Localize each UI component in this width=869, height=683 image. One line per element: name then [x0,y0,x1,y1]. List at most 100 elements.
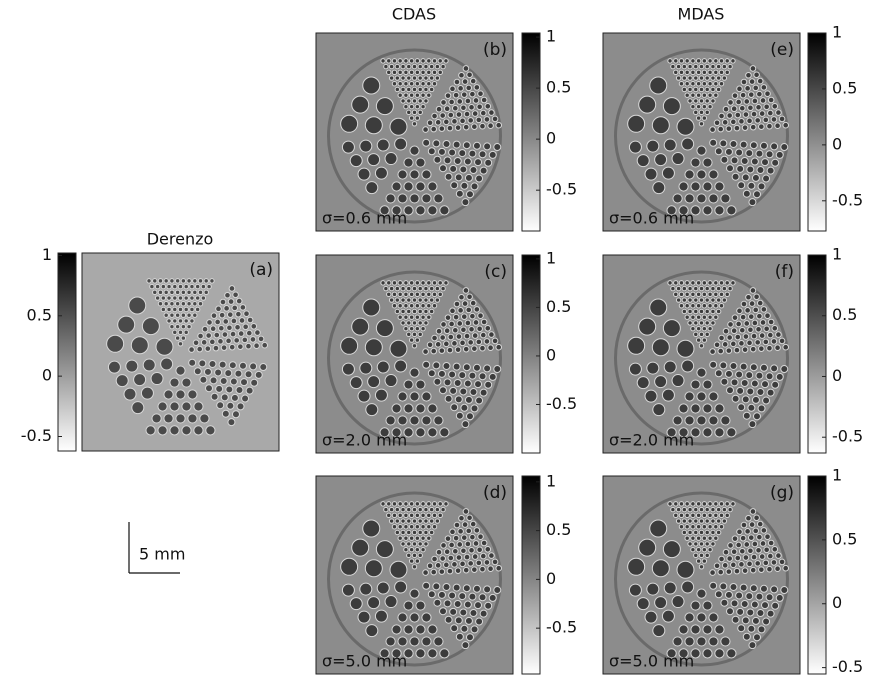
phantom-rod [685,637,694,646]
phantom-rod [444,549,450,555]
phantom-rod [481,332,487,338]
phantom-rod [705,507,709,511]
colorbar-tick-label: 0.5 [546,297,571,316]
phantom-rod [694,507,698,511]
phantom-rod [392,525,396,529]
phantom-rod [341,558,358,575]
phantom-rod [182,378,191,387]
phantom-rod [440,608,447,615]
phantom-rod [731,281,735,285]
phantom-rod [749,421,756,428]
phantom-rod [395,64,399,68]
phantom-rod [409,304,413,308]
phantom-rod [427,82,431,86]
phantom-rod [404,326,408,330]
phantom-rod [682,581,694,593]
phantom-rod [760,142,767,149]
phantom-rod [429,64,433,68]
phantom-rod [229,362,236,369]
phantom-rod [714,93,718,97]
phantom-rod [737,308,743,314]
phantom-rod [639,318,656,335]
phantom-rod [433,362,440,369]
sigma-label: σ=5.0 mm [609,652,694,671]
phantom-rod [474,307,480,313]
phantom-rod [407,321,411,325]
phantom-rod [206,385,213,392]
phantom-rod [714,292,718,296]
phantom-rod [691,525,695,529]
phantom-rod [387,281,391,285]
phantom-rod [710,570,716,576]
phantom-rod [427,513,431,517]
phantom-rod [395,286,399,290]
phantom-rod [691,70,695,74]
phantom-rod [492,338,498,344]
phantom-rod [725,148,732,155]
colorbar-tick-label: 1 [546,471,556,490]
phantom-rod [407,99,411,103]
phantom-rod [352,539,369,556]
phantom-rod [677,340,694,357]
phantom-rod [742,617,749,624]
phantom-rod [465,320,471,326]
phantom-rod [360,362,372,374]
phantom-rod [441,286,445,290]
phantom-rod [720,362,727,369]
phantom-rod [175,302,179,306]
phantom-rod [688,321,692,325]
phantom-rod [211,313,217,319]
phantom-rod [170,313,174,317]
phantom-rod [745,529,751,535]
phantom-rod [715,428,724,437]
phantom-rod [228,419,235,426]
phantom-rod [740,535,746,541]
phantom-rod [244,311,250,317]
phantom-rod [398,637,407,646]
colorbar-tick-label: 0 [546,129,556,148]
phantom-rod [178,307,182,311]
phantom-rod [735,112,741,118]
phantom-rod [436,328,442,334]
phantom-rod [395,76,399,80]
phantom-rod [389,519,393,523]
phantom-rod [468,561,474,567]
phantom-rod [415,525,419,529]
phantom-rod [470,534,476,540]
phantom-rod [694,553,698,557]
phantom-rod [697,637,706,646]
phantom-rod [368,154,380,166]
phantom-rod [421,326,425,330]
phantom-rod [762,381,769,388]
phantom-rod [750,124,756,130]
phantom-rod [783,122,789,128]
phantom-rod [459,150,466,157]
phantom-rod [170,279,174,283]
phantom-rod [750,585,757,592]
phantom-rod [763,618,770,625]
phantom-rod [679,182,688,191]
phantom-rod [478,534,484,540]
phantom-rod [427,93,431,97]
phantom-rod [727,649,736,658]
phantom-rod [153,290,157,294]
phantom-rod [449,149,456,156]
phantom-rod [719,281,723,285]
phantom-rod [682,76,686,80]
phantom-rod [668,281,672,285]
phantom-rod [221,394,228,401]
phantom-rod [783,565,789,571]
phantom-rod [753,85,759,91]
phantom-rod [719,502,723,506]
phantom-rod [423,139,430,146]
phantom-rod [409,513,413,517]
phantom-rod [772,159,779,166]
phantom-rod [401,64,405,68]
phantom-rod [118,316,135,333]
phantom-rod [696,70,700,74]
phantom-rod [702,304,706,308]
phantom-rod [198,279,202,283]
phantom-rod [709,194,718,203]
phantom-rod [750,288,756,294]
phantom-rod [210,377,217,384]
